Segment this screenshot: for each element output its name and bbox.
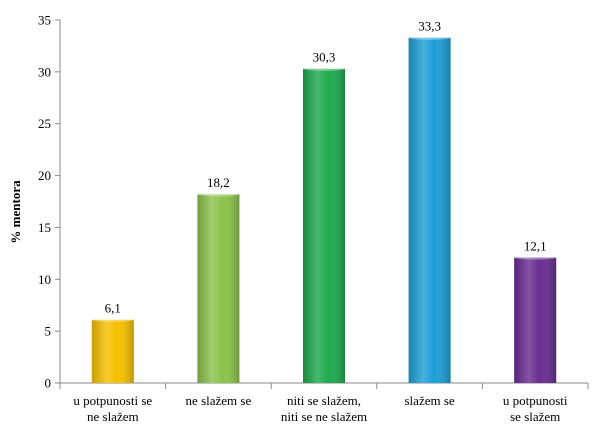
x-category-label: niti se slažem, niti se ne slažem <box>281 393 367 424</box>
x-category-label: ne slažem se <box>186 393 252 408</box>
bar <box>408 35 451 383</box>
bar <box>514 255 557 383</box>
y-tick-label: 25 <box>38 116 51 131</box>
y-tick-label: 0 <box>45 376 52 391</box>
bar <box>197 192 240 383</box>
bar-top <box>303 66 345 71</box>
labels: 6,1 u potpunosti se ne slažem 18,2 ne slažem… <box>73 19 567 424</box>
y-tick-label: 30 <box>38 64 51 79</box>
bar-shading <box>514 257 557 383</box>
data-label: 12,1 <box>524 239 547 254</box>
y-tick-label: 10 <box>38 272 51 287</box>
bar-top <box>91 317 134 322</box>
bar <box>91 317 134 383</box>
data-label: 18,2 <box>207 175 230 190</box>
bar-top <box>408 35 451 40</box>
x-category-label: slažem se <box>405 393 455 408</box>
bar-shading <box>197 194 240 383</box>
axes: 0 5 10 15 20 25 30 35 <box>38 13 589 391</box>
bars <box>91 35 557 383</box>
x-category-label: u potpunosti se slažem <box>503 393 568 424</box>
data-label: 6,1 <box>105 301 121 316</box>
bar-top <box>197 192 240 197</box>
y-tick-label: 35 <box>38 13 51 28</box>
y-tick-label: 20 <box>38 168 51 183</box>
bar-shading <box>408 37 451 383</box>
bar <box>303 66 345 383</box>
y-tick-label: 15 <box>38 220 51 235</box>
data-label: 30,3 <box>313 50 336 65</box>
bar-shading <box>91 319 134 383</box>
y-axis-title: % mentora <box>8 180 23 244</box>
y-tick-label: 5 <box>45 324 52 339</box>
bar-shading <box>303 68 345 383</box>
bar-top <box>514 255 557 260</box>
x-category-label: u potpunosti se ne slažem <box>73 393 152 424</box>
data-label: 33,3 <box>418 19 441 34</box>
